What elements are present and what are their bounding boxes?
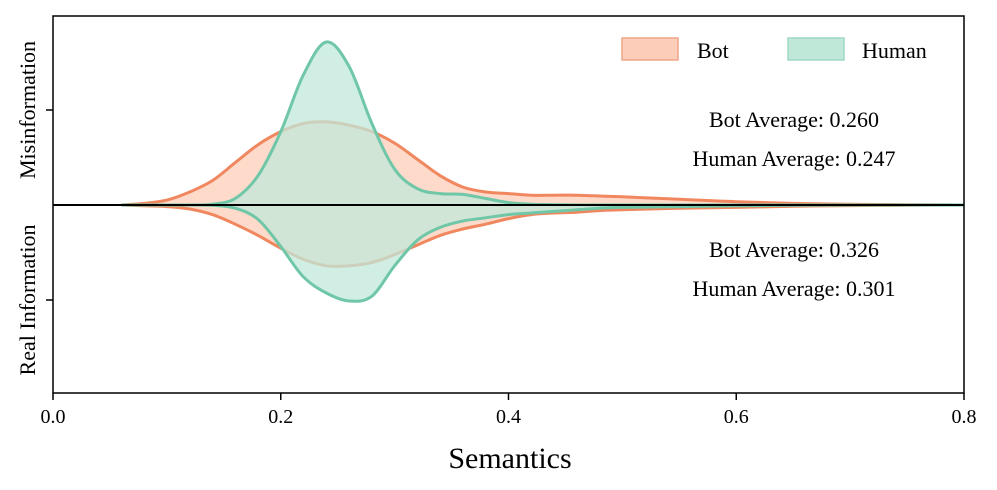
x-tick-label: 0.6 — [724, 406, 749, 428]
density-areas — [121, 40, 965, 303]
annotation-misinfo-human-average: Human Average: 0.247 — [692, 146, 895, 171]
density-curve-human-real-information — [121, 203, 964, 303]
legend: Bot Human — [621, 37, 927, 63]
y-axis-ticks — [46, 109, 53, 301]
x-axis-ticks: 0.0 0.2 0.4 0.6 0.8 — [41, 393, 977, 428]
x-tick-label: 0.4 — [496, 406, 521, 428]
x-axis-label: Semantics — [448, 442, 571, 475]
legend-label-human: Human — [862, 38, 927, 63]
density-fill-human-misinformation — [121, 41, 965, 206]
legend-swatch-bot — [621, 37, 679, 61]
legend-swatch-human — [787, 37, 845, 61]
annotation-real-human-average: Human Average: 0.301 — [692, 276, 895, 301]
x-tick-label: 0.0 — [41, 406, 66, 428]
legend-label-bot: Bot — [697, 38, 729, 63]
x-tick-label: 0.8 — [952, 406, 977, 428]
density-curve-bot-real-information — [121, 203, 965, 268]
x-tick-label: 0.2 — [268, 406, 293, 428]
y-label-misinformation: Misinformation — [15, 41, 40, 179]
annotation-misinfo-bot-average: Bot Average: 0.260 — [709, 107, 879, 132]
annotation-real-bot-average: Bot Average: 0.326 — [709, 237, 879, 262]
density-curve-bot-misinformation — [121, 120, 965, 207]
y-label-real-information: Real Information — [15, 225, 40, 376]
density-fill-human-real-information — [121, 204, 965, 302]
